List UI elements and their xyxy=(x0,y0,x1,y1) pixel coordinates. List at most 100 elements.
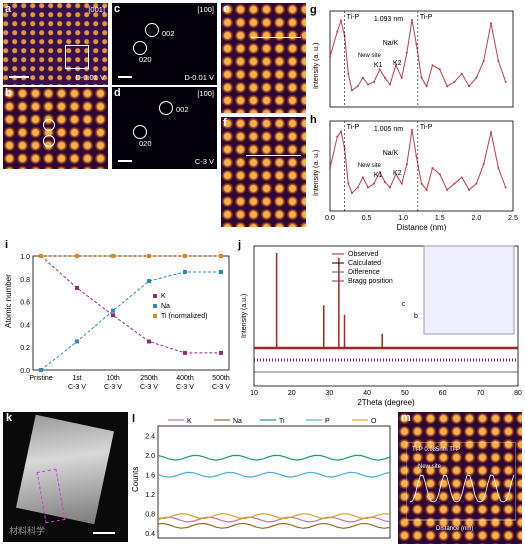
anno-k1: K1 xyxy=(374,62,383,69)
profile-point xyxy=(356,85,359,88)
anno-dist: 1.005 nm xyxy=(374,126,403,133)
y-tick-label: 0.4 xyxy=(20,322,30,329)
panel-label-l: l xyxy=(132,413,135,425)
panel-label-k: k xyxy=(6,412,13,424)
data-point xyxy=(147,254,151,258)
anno-left: Ti-P xyxy=(347,124,360,131)
y-tick-label: 2.4 xyxy=(145,434,155,441)
zone-axis-a: [001] xyxy=(88,5,105,14)
profile-point xyxy=(347,182,350,185)
x-tick-label: C-3 V xyxy=(140,384,158,391)
x-tick-label: 2.5 xyxy=(508,215,518,222)
chart-i: i 0.0 0.2 0.4 0.6 0.8 1.0 Atomic number Pristine… xyxy=(4,239,230,391)
panel-label-i: i xyxy=(5,239,8,251)
profile-point xyxy=(415,155,418,158)
bias-label-a: D-0.01 V xyxy=(75,73,105,82)
y-axis-label: Counts xyxy=(131,467,140,492)
x-tick-label: 250th xyxy=(140,375,158,382)
profile-point xyxy=(405,51,408,54)
profile-point xyxy=(446,85,449,88)
profile-point xyxy=(378,170,381,173)
legend-label: Observed xyxy=(348,251,378,258)
legend-marker xyxy=(153,304,157,308)
chart-l: l 0.4 0.8 1.2 1.6 2.0 2.4 Counts K Na Ti P O xyxy=(131,413,391,539)
bias-label-c: D-0.01 V xyxy=(184,73,214,82)
stem-zoom-m: m Ti-P 0.985nm Ti-P New site Distance (nm) xyxy=(398,412,522,544)
profile-point xyxy=(361,76,364,79)
highlight-circle xyxy=(43,135,55,147)
profile-point xyxy=(389,83,392,86)
anno-k2: K2 xyxy=(393,60,402,67)
spot-circle xyxy=(133,41,147,55)
series-line xyxy=(157,513,391,520)
x-tick-label: Pristine xyxy=(29,375,52,382)
x-tick-label: 50 xyxy=(401,390,409,397)
legend-label: Bragg position xyxy=(348,278,393,285)
haadf-image-k: k 材料科学 xyxy=(3,412,128,542)
plot-frame xyxy=(253,245,519,387)
crystal-structure xyxy=(423,245,515,335)
x-tick-label: 20 xyxy=(288,390,296,397)
stem-image-a: a [001] D-0.01 V xyxy=(3,3,108,85)
legend-label: Difference xyxy=(348,269,380,276)
data-point xyxy=(39,368,43,372)
profile-point xyxy=(504,81,507,83)
anno-newsite: New site xyxy=(358,163,382,169)
spot-label-002: 002 xyxy=(162,29,175,38)
line-profile-arrow xyxy=(246,155,301,156)
line-profile-arrow xyxy=(251,37,301,38)
anno-nak: Na/K xyxy=(383,40,399,47)
legend-label: K xyxy=(161,293,166,300)
data-point xyxy=(111,308,115,313)
anno-newsite: New site xyxy=(358,53,382,59)
panel-label-j: j xyxy=(237,239,241,251)
anno-k2: K2 xyxy=(393,170,402,177)
x-tick-label: 80 xyxy=(514,390,522,397)
profile-point xyxy=(497,167,500,169)
profile-point xyxy=(372,81,375,83)
y-tick-label: 0.8 xyxy=(20,277,30,284)
profile-point xyxy=(329,167,331,169)
profile-point xyxy=(367,83,370,86)
scale-bar xyxy=(118,160,132,162)
x-axis-label: 2Theta (degree) xyxy=(357,398,415,407)
x-tick-label: 60 xyxy=(439,390,447,397)
data-point xyxy=(183,269,187,274)
y-tick-label: 0.8 xyxy=(145,512,155,519)
inset-newsite: New site xyxy=(418,464,442,470)
profile-point xyxy=(490,131,493,134)
data-point xyxy=(219,254,223,258)
y-tick-label: 0.0 xyxy=(20,368,30,375)
profile-point xyxy=(446,188,449,191)
profile-point xyxy=(372,182,375,185)
y-tick-label: 1.2 xyxy=(145,492,155,499)
profile-point xyxy=(468,85,471,88)
spot-circle xyxy=(133,125,147,139)
profile-point xyxy=(475,182,478,185)
y-tick-label: 0.2 xyxy=(20,345,30,352)
x-tick-label: 0.5 xyxy=(362,215,372,222)
y-tick-label: 2.0 xyxy=(145,453,155,460)
panel-label-g: g xyxy=(310,4,317,16)
profile-point xyxy=(420,182,423,185)
panel-label-c: c xyxy=(114,3,121,15)
legend-label: Ti xyxy=(279,418,285,425)
profile-point xyxy=(468,188,471,191)
anno-left: Ti-P xyxy=(347,14,360,21)
profile-point xyxy=(383,181,386,184)
profile-point xyxy=(336,30,339,33)
profile-point xyxy=(394,173,397,176)
y-axis-label: Atomic number xyxy=(4,274,13,328)
zone-axis-c: [100] xyxy=(197,5,214,14)
spot-label-002: 002 xyxy=(176,105,189,114)
profile-point xyxy=(350,89,353,92)
roi-box xyxy=(65,45,89,69)
data-point xyxy=(183,350,187,355)
profile-point xyxy=(383,76,386,79)
data-point xyxy=(219,350,223,355)
stem-zoom-b: b xyxy=(3,87,108,169)
chart-m-inset: Ti-P 0.985nm Ti-P New site Distance (nm) xyxy=(406,442,516,532)
x-tick-label: 2.0 xyxy=(472,215,482,222)
data-point xyxy=(147,279,151,284)
legend-label: Na xyxy=(161,303,170,310)
